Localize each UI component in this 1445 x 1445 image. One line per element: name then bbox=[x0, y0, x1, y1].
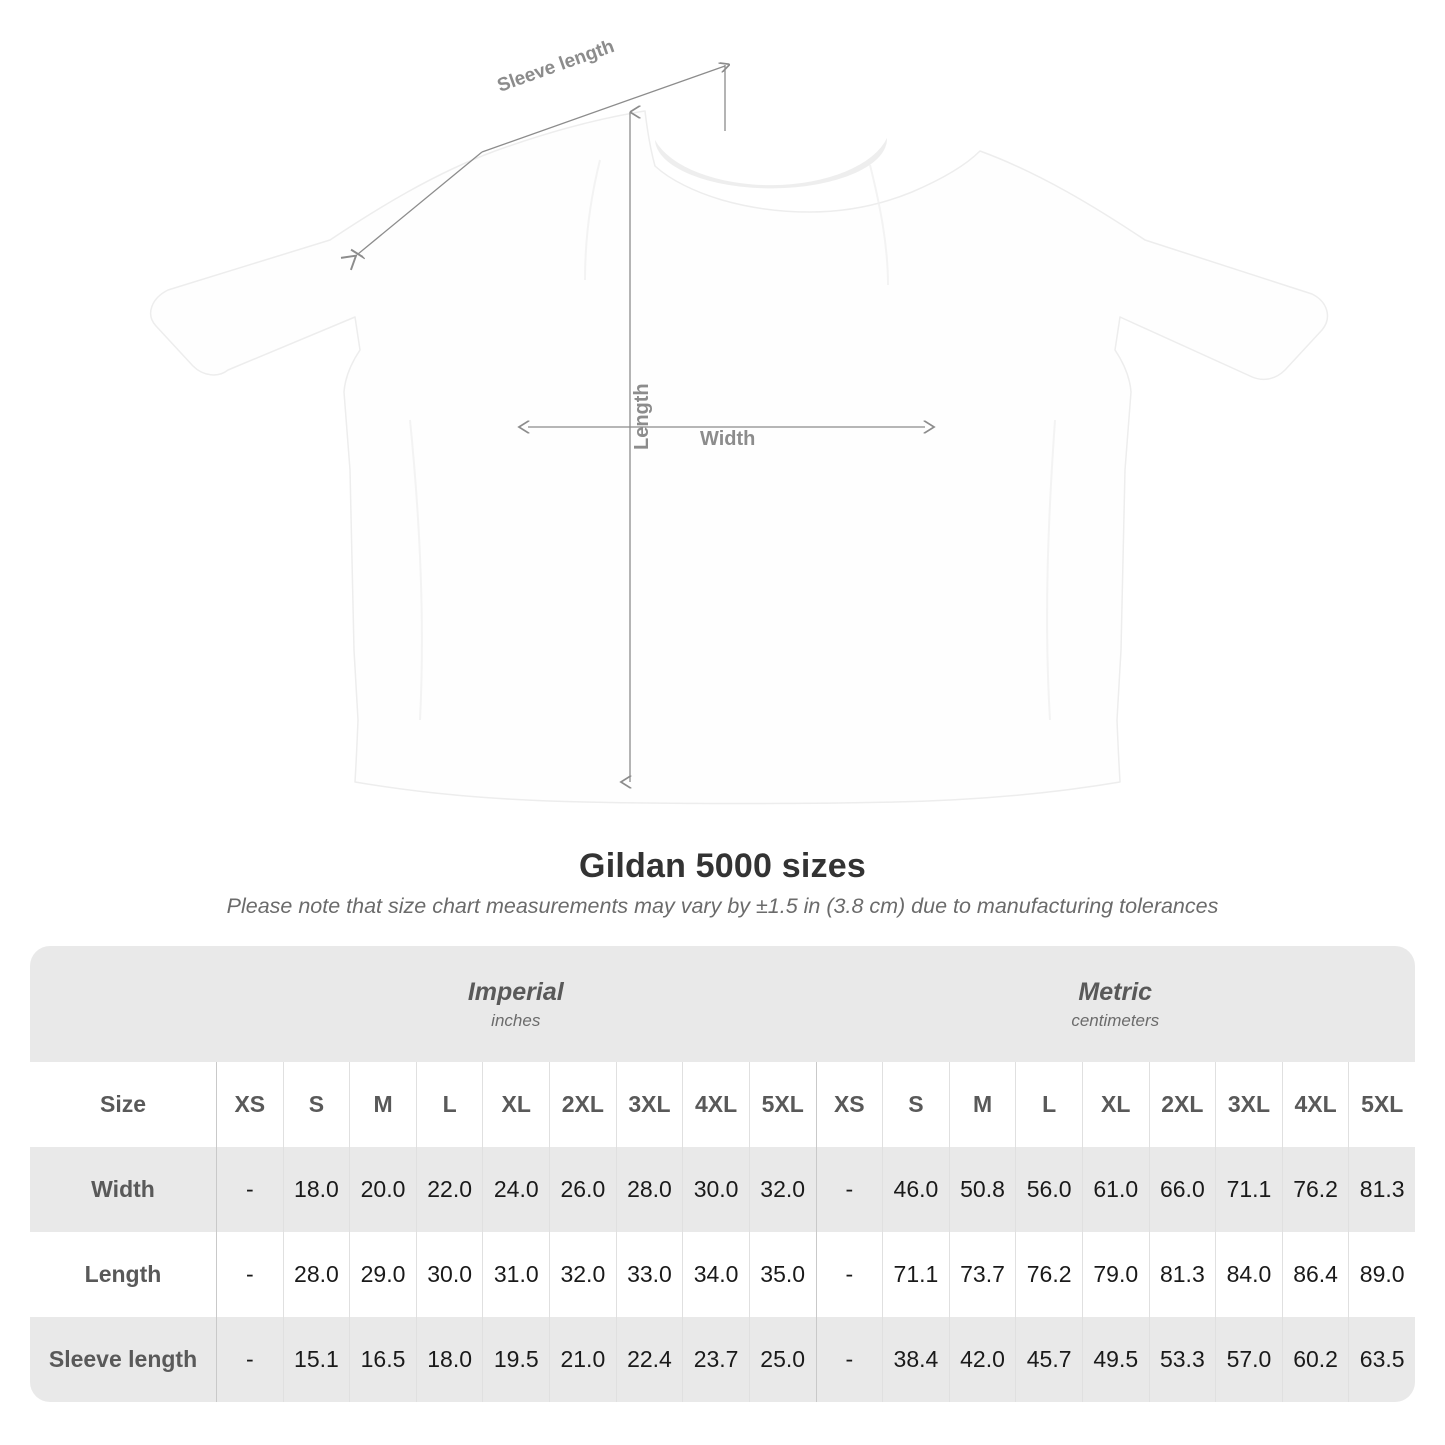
svg-text:Width: Width bbox=[700, 428, 755, 450]
svg-text:Sleeve length: Sleeve length bbox=[495, 36, 617, 97]
svg-text:Length: Length bbox=[631, 383, 653, 450]
